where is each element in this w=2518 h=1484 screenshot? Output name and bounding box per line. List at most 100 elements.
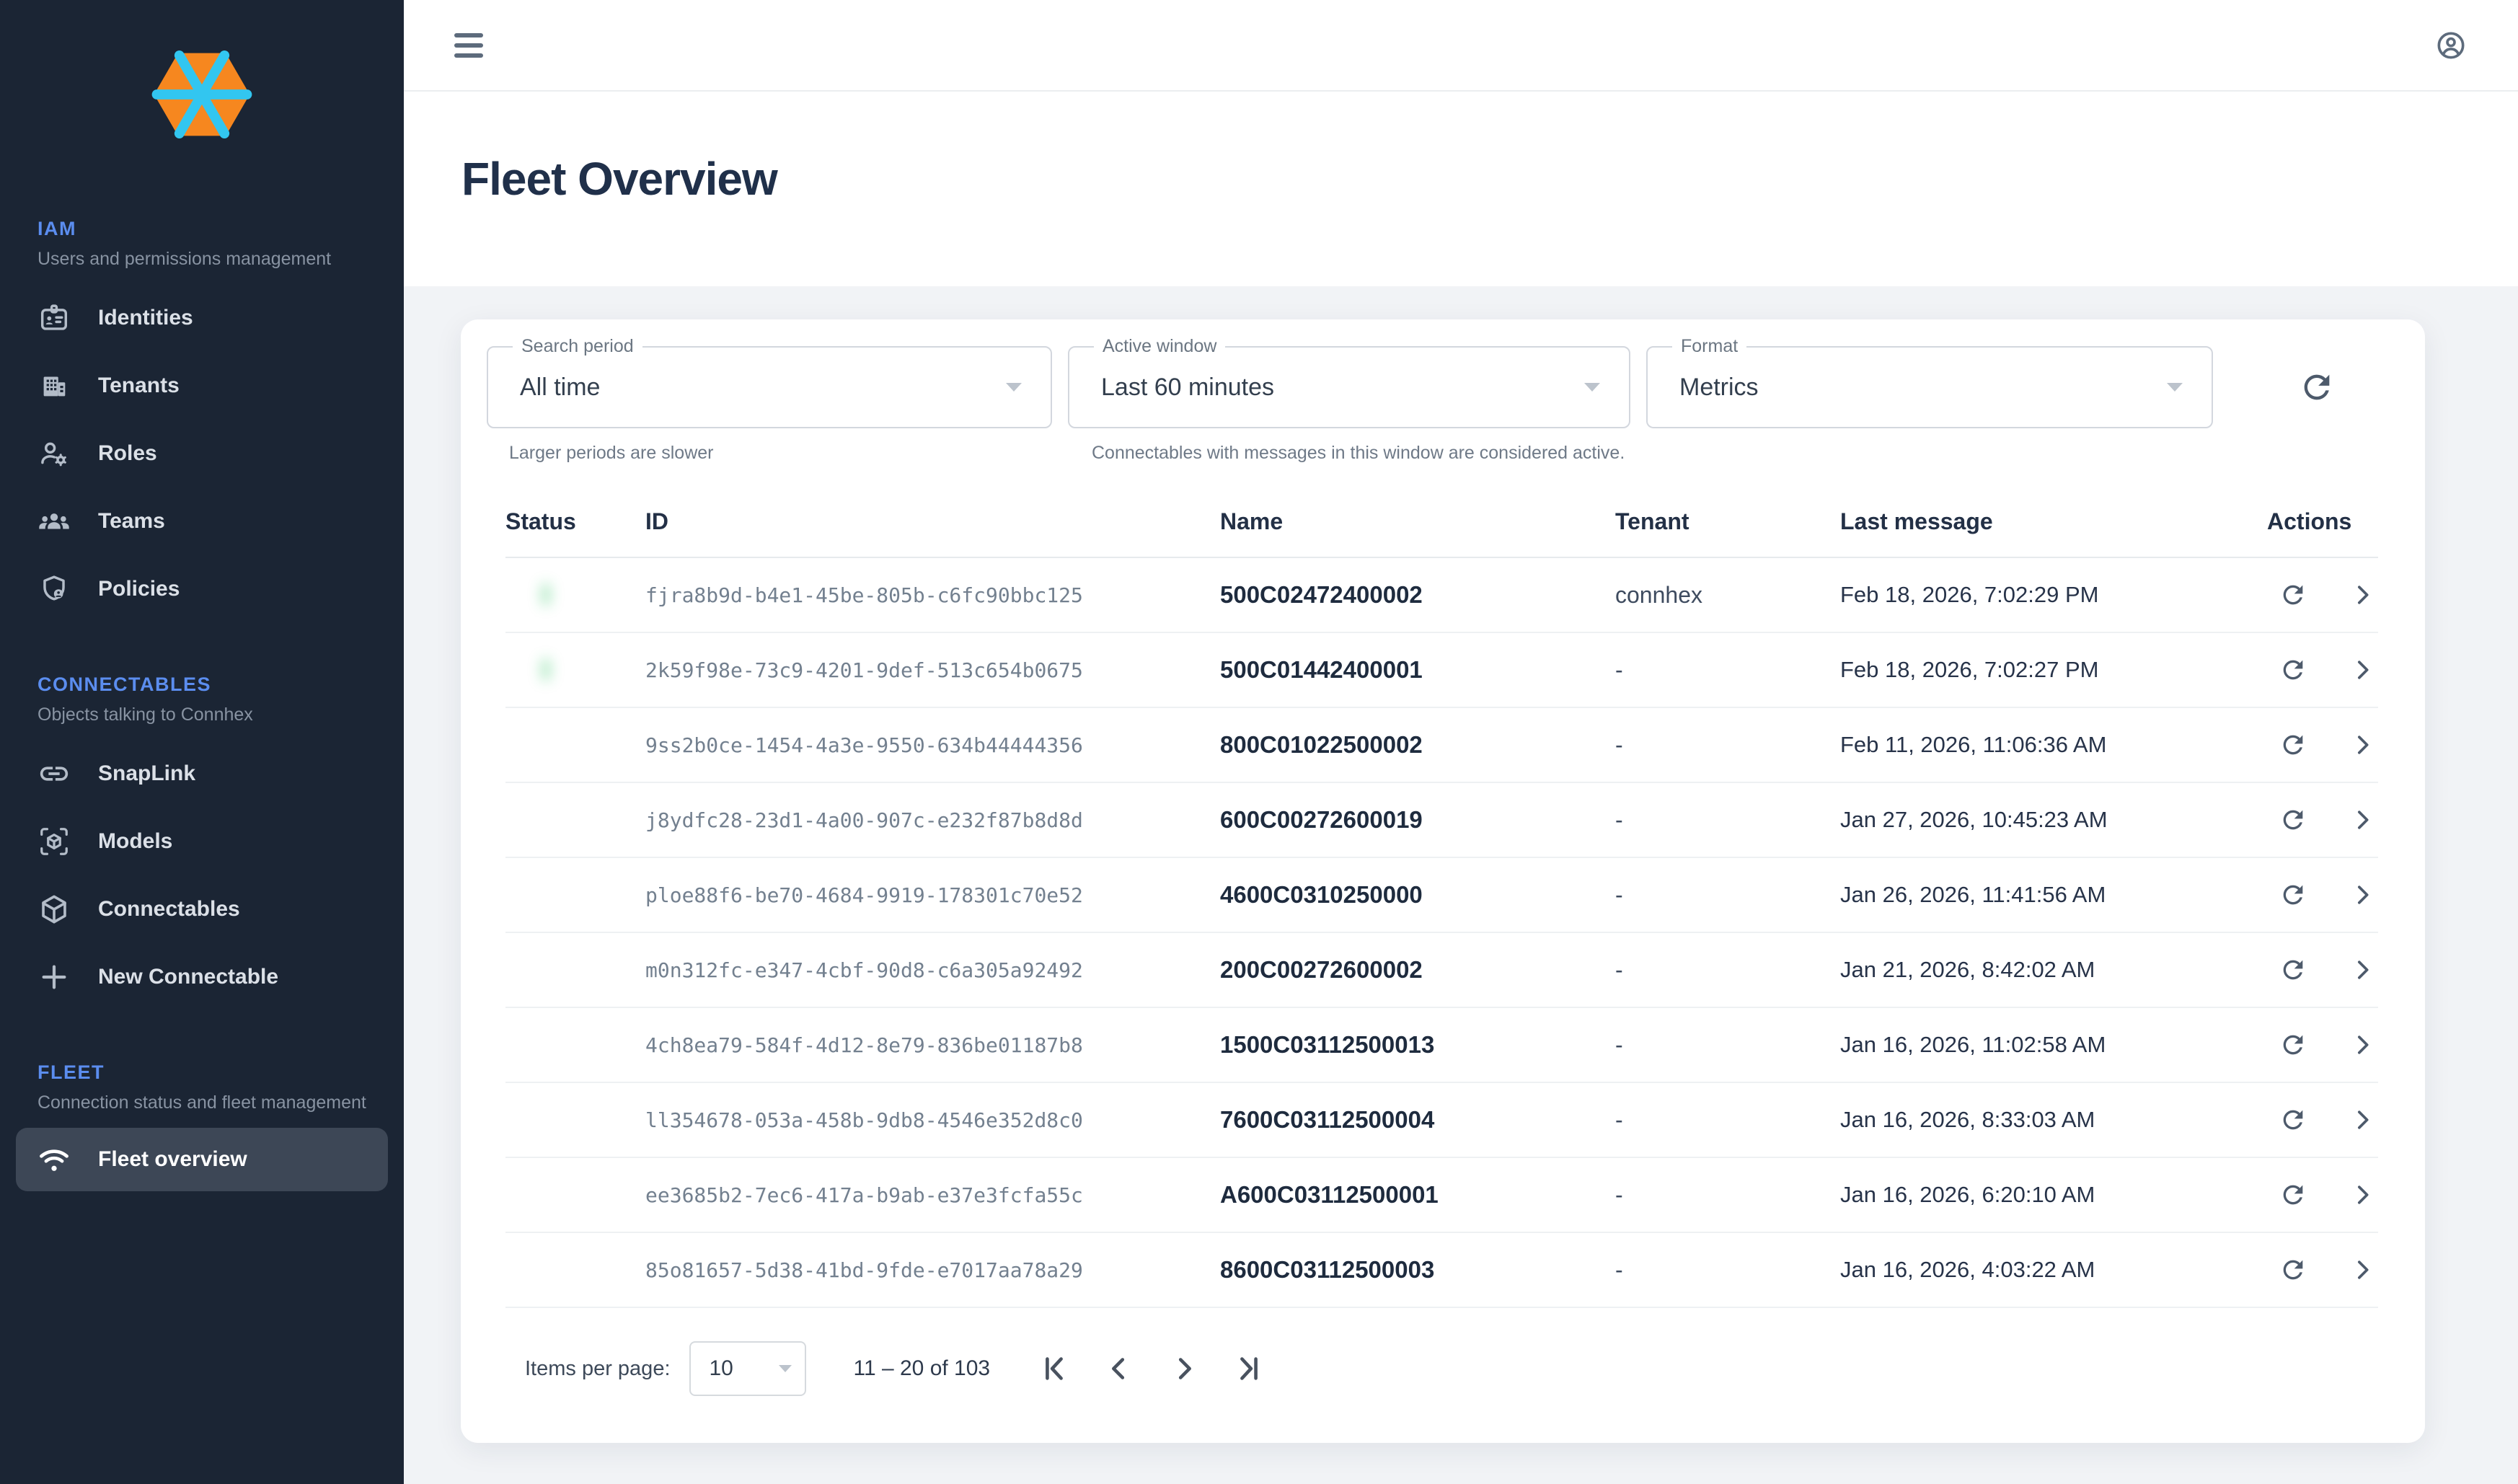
col-last-message: Last message bbox=[1840, 508, 2267, 535]
row-chevron-right-icon[interactable] bbox=[2348, 655, 2377, 684]
row-refresh-icon[interactable] bbox=[2279, 580, 2307, 609]
row-id: m0n312fc-e347-4cbf-90d8-c6a305a92492 bbox=[645, 958, 1220, 982]
row-last-message: Jan 16, 2026, 6:20:10 AM bbox=[1840, 1182, 2267, 1208]
row-chevron-right-icon[interactable] bbox=[2348, 730, 2377, 759]
sidebar-item-label: SnapLink bbox=[98, 761, 195, 786]
sidebar-item-roles[interactable]: Roles bbox=[0, 420, 404, 487]
row-tenant: - bbox=[1615, 732, 1840, 759]
pagination: Items per page: 10 11 – 20 of 103 bbox=[525, 1341, 2425, 1396]
content-area: Search period All time Active window Las… bbox=[404, 286, 2518, 1484]
row-refresh-icon[interactable] bbox=[2279, 1030, 2307, 1059]
first-page-icon[interactable] bbox=[1038, 1352, 1071, 1385]
refresh-button[interactable] bbox=[2298, 368, 2336, 406]
app-root: IAM Users and permissions management Ide… bbox=[0, 0, 2518, 1484]
table-body: fjra8b9d-b4e1-45be-805b-c6fc90bbc125 500… bbox=[505, 558, 2378, 1308]
filter-hints: Larger periods are slower Connectables w… bbox=[461, 443, 2425, 464]
section-title-connectables: CONNECTABLES bbox=[37, 673, 404, 696]
row-tenant: - bbox=[1615, 1257, 1840, 1284]
plus-icon bbox=[37, 960, 71, 994]
row-last-message: Jan 21, 2026, 8:42:02 AM bbox=[1840, 957, 2267, 983]
next-page-icon[interactable] bbox=[1167, 1352, 1201, 1385]
row-chevron-right-icon[interactable] bbox=[2348, 580, 2377, 609]
shield-person-icon bbox=[37, 573, 71, 606]
building-icon bbox=[37, 369, 71, 402]
row-chevron-right-icon[interactable] bbox=[2348, 805, 2377, 834]
row-refresh-icon[interactable] bbox=[2279, 1105, 2307, 1134]
active-window-select[interactable]: Active window Last 60 minutes bbox=[1068, 346, 1630, 428]
sidebar-item-snaplink[interactable]: SnapLink bbox=[0, 740, 404, 808]
items-per-page-select[interactable]: 10 bbox=[689, 1341, 806, 1396]
sidebar-item-fleet-overview[interactable]: Fleet overview bbox=[16, 1128, 388, 1191]
table-row: m0n312fc-e347-4cbf-90d8-c6a305a92492 200… bbox=[505, 933, 2378, 1008]
col-status: Status bbox=[505, 508, 645, 535]
sidebar-item-label: New Connectable bbox=[98, 965, 278, 989]
row-chevron-right-icon[interactable] bbox=[2348, 1030, 2377, 1059]
row-chevron-right-icon[interactable] bbox=[2348, 1255, 2377, 1284]
row-name: 200C00272600002 bbox=[1220, 956, 1615, 984]
row-refresh-icon[interactable] bbox=[2279, 730, 2307, 759]
row-refresh-icon[interactable] bbox=[2279, 1180, 2307, 1209]
row-refresh-icon[interactable] bbox=[2279, 880, 2307, 909]
table-row: 4ch8ea79-584f-4d12-8e79-836be01187b8 150… bbox=[505, 1008, 2378, 1083]
sidebar-item-label: Identities bbox=[98, 306, 193, 330]
row-chevron-right-icon[interactable] bbox=[2348, 1105, 2377, 1134]
sidebar: IAM Users and permissions management Ide… bbox=[0, 0, 404, 1484]
table-row: 2k59f98e-73c9-4201-9def-513c654b0675 500… bbox=[505, 633, 2378, 708]
person-gear-icon bbox=[37, 437, 71, 470]
row-chevron-right-icon[interactable] bbox=[2348, 880, 2377, 909]
sidebar-item-label: Tenants bbox=[98, 374, 180, 398]
row-last-message: Jan 27, 2026, 10:45:23 AM bbox=[1840, 807, 2267, 833]
table-row: ll354678-053a-458b-9db8-4546e352d8c0 760… bbox=[505, 1083, 2378, 1158]
col-id: ID bbox=[645, 508, 1220, 535]
chevron-down-icon bbox=[779, 1365, 792, 1372]
hamburger-menu-icon[interactable] bbox=[454, 33, 483, 58]
sidebar-item-connectables[interactable]: Connectables bbox=[0, 875, 404, 943]
table-row: ploe88f6-be70-4684-9919-178301c70e52 460… bbox=[505, 858, 2378, 933]
col-tenant: Tenant bbox=[1615, 508, 1840, 535]
row-refresh-icon[interactable] bbox=[2279, 805, 2307, 834]
last-page-icon[interactable] bbox=[1232, 1352, 1265, 1385]
page-header: Fleet Overview bbox=[404, 92, 2518, 286]
row-last-message: Feb 18, 2026, 7:02:27 PM bbox=[1840, 657, 2267, 683]
row-tenant: - bbox=[1615, 657, 1840, 684]
table-row: ee3685b2-7ec6-417a-b9ab-e37e3fcfa55c A60… bbox=[505, 1158, 2378, 1233]
row-chevron-right-icon[interactable] bbox=[2348, 1180, 2377, 1209]
col-actions: Actions bbox=[2267, 508, 2378, 535]
sidebar-item-identities[interactable]: Identities bbox=[0, 284, 404, 352]
search-period-hint: Larger periods are slower bbox=[509, 443, 1092, 464]
badge-icon bbox=[37, 301, 71, 335]
sidebar-item-label: Models bbox=[98, 829, 172, 854]
row-name: 8600C03112500003 bbox=[1220, 1256, 1615, 1284]
row-id: 9ss2b0ce-1454-4a3e-9550-634b44444356 bbox=[645, 733, 1220, 757]
sidebar-item-models[interactable]: Models bbox=[0, 808, 404, 875]
row-last-message: Jan 16, 2026, 8:33:03 AM bbox=[1840, 1107, 2267, 1133]
page-title: Fleet Overview bbox=[461, 152, 2518, 206]
link-icon bbox=[37, 757, 71, 790]
search-period-select[interactable]: Search period All time bbox=[487, 346, 1052, 428]
row-last-message: Jan 26, 2026, 11:41:56 AM bbox=[1840, 882, 2267, 908]
row-name: 500C02472400002 bbox=[1220, 581, 1615, 609]
active-window-value: Last 60 minutes bbox=[1101, 374, 1274, 402]
row-last-message: Feb 11, 2026, 11:06:36 AM bbox=[1840, 732, 2267, 758]
sidebar-item-tenants[interactable]: Tenants bbox=[0, 352, 404, 420]
row-id: 4ch8ea79-584f-4d12-8e79-836be01187b8 bbox=[645, 1033, 1220, 1057]
prev-page-icon[interactable] bbox=[1103, 1352, 1136, 1385]
table-row: j8ydfc28-23d1-4a00-907c-e232f87b8d8d 600… bbox=[505, 783, 2378, 858]
sidebar-item-teams[interactable]: Teams bbox=[0, 487, 404, 555]
sidebar-item-new-connectable[interactable]: New Connectable bbox=[0, 943, 404, 1011]
sidebar-item-label: Policies bbox=[98, 577, 180, 601]
section-subtitle-iam: Users and permissions management bbox=[37, 249, 366, 270]
row-refresh-icon[interactable] bbox=[2279, 1255, 2307, 1284]
row-name: 4600C0310250000 bbox=[1220, 881, 1615, 909]
fleet-table: Status ID Name Tenant Last message Actio… bbox=[505, 501, 2378, 1308]
row-chevron-right-icon[interactable] bbox=[2348, 955, 2377, 984]
cube-scan-icon bbox=[37, 825, 71, 858]
section-title-fleet: FLEET bbox=[37, 1061, 404, 1084]
table-row: 85o81657-5d38-41bd-9fde-e7017aa78a29 860… bbox=[505, 1233, 2378, 1308]
row-refresh-icon[interactable] bbox=[2279, 955, 2307, 984]
row-refresh-icon[interactable] bbox=[2279, 655, 2307, 684]
format-select[interactable]: Format Metrics bbox=[1646, 346, 2213, 428]
account-circle-icon[interactable] bbox=[2434, 29, 2468, 62]
sidebar-item-policies[interactable]: Policies bbox=[0, 555, 404, 623]
sidebar-item-label: Teams bbox=[98, 509, 165, 534]
